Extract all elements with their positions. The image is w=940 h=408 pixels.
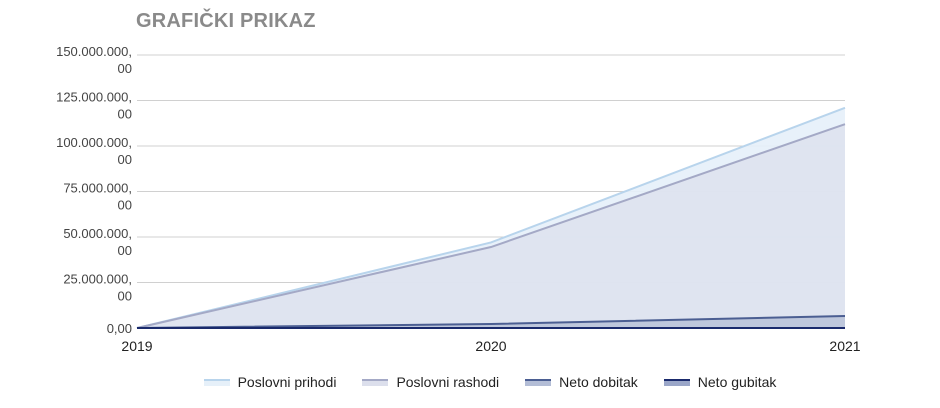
y-tick-label: 75.000.000, [63, 181, 132, 196]
legend-item[interactable]: Poslovni rashodi [362, 374, 499, 390]
y-tick-label-decimals: 00 [118, 61, 132, 76]
x-tick-label: 2020 [475, 338, 506, 354]
series-line [136, 123, 846, 329]
legend-swatch-icon [203, 378, 230, 386]
legend-swatch-icon [525, 378, 552, 386]
y-tick-label: 0,00 [107, 321, 132, 336]
legend-label: Poslovni prihodi [237, 374, 337, 390]
legend-swatch-icon [663, 378, 690, 386]
y-tick-label: 50.000.000, [63, 226, 132, 241]
y-tick-label: 100.000.000, [56, 135, 132, 150]
y-tick-label-decimals: 00 [118, 243, 132, 258]
y-tick-label-decimals: 00 [118, 107, 132, 122]
area-chart: 150.000.000, 00 125.000.000, 00 100.000.000,… [56, 44, 861, 354]
x-axis-labels: 2019 2020 2021 [121, 338, 860, 354]
y-axis-labels: 150.000.000, 00 125.000.000, 00 100.000.000,… [56, 44, 132, 336]
legend-swatch-icon [362, 378, 389, 386]
series-areas [136, 106, 846, 329]
legend-item[interactable]: Neto gubitak [663, 374, 777, 390]
y-tick-label: 125.000.000, [56, 90, 132, 105]
legend-label: Poslovni rashodi [396, 374, 500, 390]
y-tick-label-decimals: 00 [118, 289, 132, 304]
series-line [136, 106, 846, 329]
series-area [137, 315, 845, 328]
y-tick-label-decimals: 00 [118, 198, 132, 213]
legend-item[interactable]: Neto dobitak [525, 374, 638, 390]
y-tick-label-decimals: 00 [118, 152, 132, 167]
x-tick-label: 2019 [121, 338, 152, 354]
series-area [137, 124, 845, 328]
chart-title: GRAFIČKI PRIKAZ [136, 10, 316, 32]
legend-label: Neto dobitak [559, 374, 638, 390]
legend-item[interactable]: Poslovni prihodi [203, 374, 337, 390]
y-tick-label: 25.000.000, [63, 272, 132, 287]
series-line [136, 314, 846, 329]
legend-label: Neto gubitak [697, 374, 777, 390]
chart-legend: Poslovni prihodi Poslovni rashodi Neto dob… [0, 374, 940, 390]
x-tick-label: 2021 [829, 338, 860, 354]
y-tick-label: 150.000.000, [56, 44, 132, 59]
